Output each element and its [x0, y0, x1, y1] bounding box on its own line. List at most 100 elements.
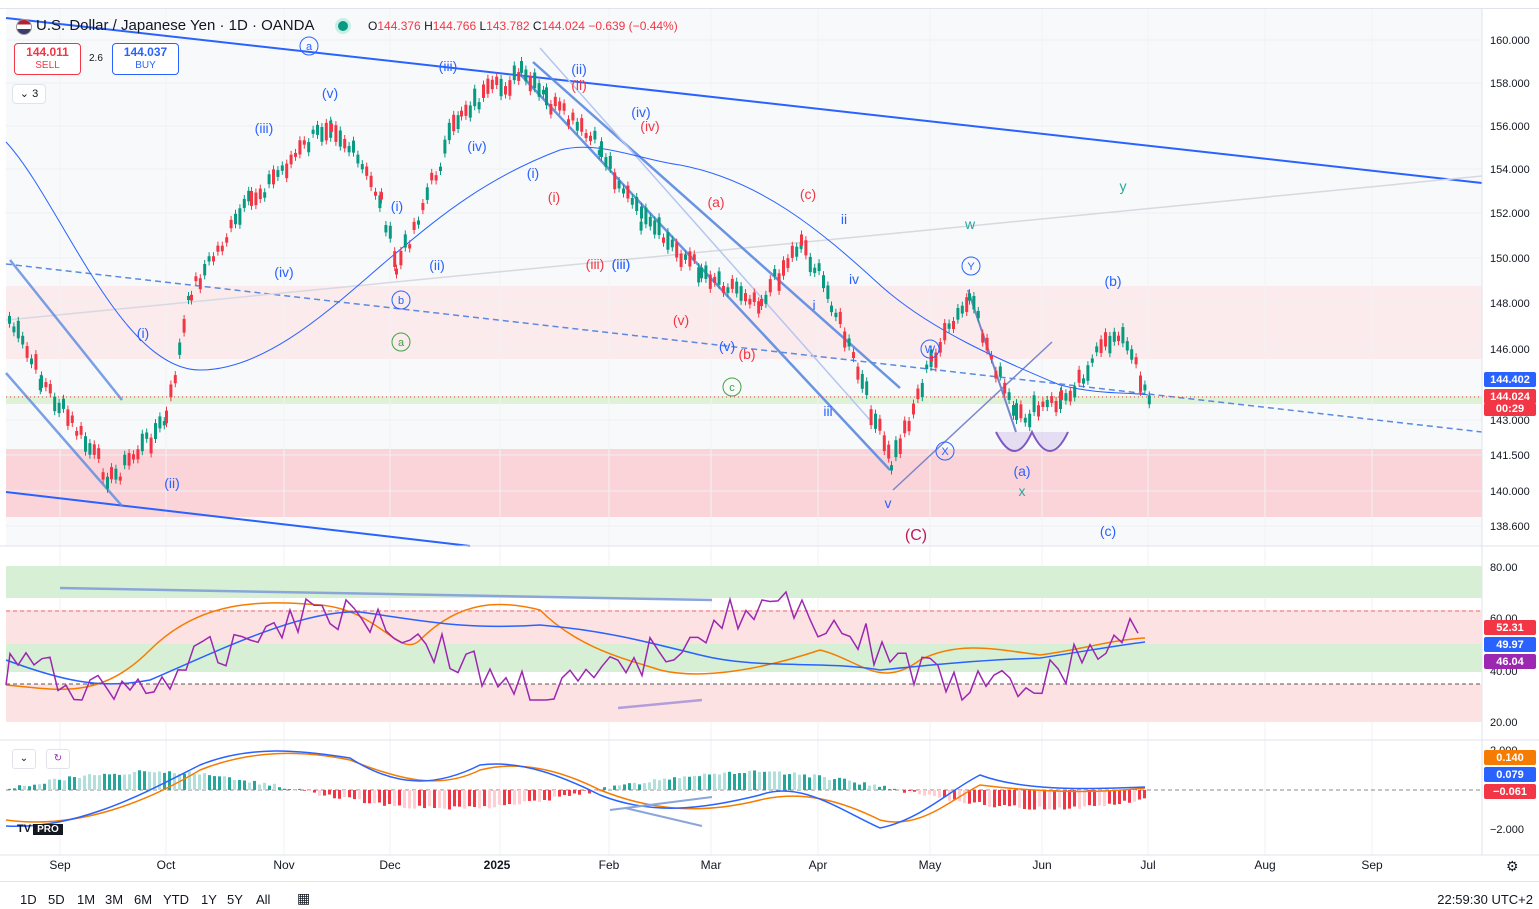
- macd-histogram-bar: [378, 790, 381, 802]
- calendar-icon[interactable]: ▦: [297, 890, 310, 907]
- macd-histogram-bar: [798, 775, 801, 790]
- candle-body: [26, 346, 29, 358]
- candle-body: [520, 61, 523, 73]
- high-label: H: [424, 19, 433, 33]
- macd-histogram-bar: [1018, 790, 1021, 808]
- candle-body: [874, 414, 877, 429]
- macd-histogram-bar: [318, 790, 321, 796]
- candle-body: [545, 87, 548, 105]
- candle-body: [635, 197, 638, 211]
- candle-body: [925, 365, 928, 369]
- settings-icon[interactable]: ⚙: [1506, 858, 1519, 875]
- indicators-collapse-button[interactable]: ⌄ 3: [12, 84, 46, 104]
- macd-histogram-bar: [1098, 790, 1101, 806]
- wave-label-blue: (ii): [164, 475, 180, 491]
- macd-histogram-bar: [13, 788, 16, 790]
- candle-body: [826, 285, 829, 298]
- candle-body: [243, 199, 246, 208]
- wave-label-blue: (ii): [571, 61, 587, 77]
- candle-body: [524, 70, 527, 82]
- candle-body: [609, 156, 612, 169]
- macd-histogram-bar: [303, 790, 306, 791]
- macd-histogram-bar: [163, 773, 166, 790]
- macd-histogram-bar: [718, 774, 721, 790]
- candle-body: [460, 111, 463, 117]
- candle-body: [990, 355, 993, 359]
- range-button-all[interactable]: All: [256, 892, 270, 907]
- macd-histogram-bar: [283, 789, 286, 790]
- candle-body: [571, 113, 574, 121]
- macd-histogram-bar: [1143, 790, 1146, 798]
- candle-body: [786, 258, 789, 268]
- macd-histogram-bar: [268, 786, 271, 790]
- macd-histogram-bar: [68, 776, 71, 790]
- candle-body: [533, 73, 536, 89]
- candle-body: [644, 208, 647, 225]
- candle-body: [40, 375, 43, 388]
- candle-body: [709, 275, 712, 289]
- candle-body: [631, 198, 634, 205]
- macd-histogram-bar: [328, 790, 331, 794]
- sell-button[interactable]: 144.011 SELL: [14, 43, 81, 75]
- macd-histogram-bar: [73, 777, 76, 790]
- macd-histogram-bar: [1133, 790, 1136, 802]
- range-button-1y[interactable]: 1Y: [201, 892, 217, 907]
- wave-label-blue: (v): [322, 85, 338, 101]
- candle-body: [549, 104, 552, 115]
- candle-body: [800, 234, 803, 245]
- macd-histogram-bar: [393, 790, 396, 806]
- range-button-3m[interactable]: 3M: [105, 892, 123, 907]
- candle-body: [93, 444, 96, 454]
- macd-histogram-bar: [1058, 790, 1061, 807]
- macd-histogram-bar: [128, 774, 131, 790]
- buy-button[interactable]: 144.037 BUY: [112, 43, 179, 75]
- macd-histogram-bar: [733, 774, 736, 790]
- open-value: 144.376: [377, 19, 420, 33]
- candle-body: [325, 123, 328, 141]
- macd-histogram-bar: [298, 789, 301, 790]
- chevron-down-icon: ⌄: [20, 753, 28, 764]
- macd-histogram-bar: [653, 779, 656, 790]
- candle-body: [956, 308, 959, 320]
- wave-label-green: w: [964, 216, 976, 232]
- close-value: 144.024: [542, 19, 585, 33]
- macd-histogram-bar: [18, 785, 21, 790]
- candle-body: [622, 189, 625, 194]
- macd-histogram-bar: [1043, 790, 1046, 809]
- candle-body: [178, 343, 181, 355]
- time-axis-label: Oct: [157, 858, 176, 872]
- macd-histogram-bar: [1008, 790, 1011, 806]
- macd-histogram-bar: [788, 774, 791, 790]
- macd-histogram-bar: [193, 774, 196, 790]
- range-button-5y[interactable]: 5Y: [227, 892, 243, 907]
- price-axis-tick: 140.000: [1490, 486, 1530, 498]
- macd-histogram-bar: [1028, 790, 1031, 810]
- candle-body: [791, 246, 794, 258]
- symbol-title[interactable]: U.S. Dollar / Japanese Yen · 1D · OANDA: [36, 17, 314, 34]
- candle-body: [128, 453, 131, 466]
- clock-display[interactable]: 22:59:30 UTC+2: [1437, 892, 1533, 907]
- macd-histogram-bar: [1013, 790, 1016, 805]
- price-axis-tick: 146.000: [1490, 344, 1530, 356]
- range-button-1d[interactable]: 1D: [20, 892, 37, 907]
- refresh-button[interactable]: ↻: [46, 749, 70, 769]
- macd-histogram-bar: [963, 790, 966, 803]
- range-button-ytd[interactable]: YTD: [163, 892, 189, 907]
- change-value: −0.639 (−0.44%): [588, 19, 677, 33]
- range-button-5d[interactable]: 5D: [48, 892, 65, 907]
- candle-body: [150, 438, 153, 454]
- range-button-1m[interactable]: 1M: [77, 892, 95, 907]
- macd-histogram-bar: [513, 790, 516, 805]
- pane-collapse-button[interactable]: ⌄: [12, 749, 36, 769]
- macd-histogram-bar: [278, 787, 281, 790]
- candle-body: [640, 206, 643, 218]
- macd-histogram-bar: [813, 774, 816, 790]
- macd-histogram-bar: [1063, 790, 1066, 809]
- candle-body: [912, 404, 915, 415]
- price-axis-tick: 141.500: [1490, 450, 1530, 462]
- candle-body: [563, 103, 566, 110]
- candle-body: [517, 72, 520, 81]
- range-button-6m[interactable]: 6M: [134, 892, 152, 907]
- chart-canvas[interactable]: (iii)(v)(iv)(i)(ii)(iii)(i)(ii)(iv)(iii)…: [0, 9, 1539, 881]
